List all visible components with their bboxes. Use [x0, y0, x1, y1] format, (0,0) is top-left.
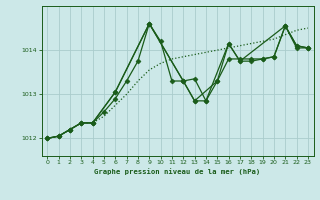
X-axis label: Graphe pression niveau de la mer (hPa): Graphe pression niveau de la mer (hPa) [94, 168, 261, 175]
